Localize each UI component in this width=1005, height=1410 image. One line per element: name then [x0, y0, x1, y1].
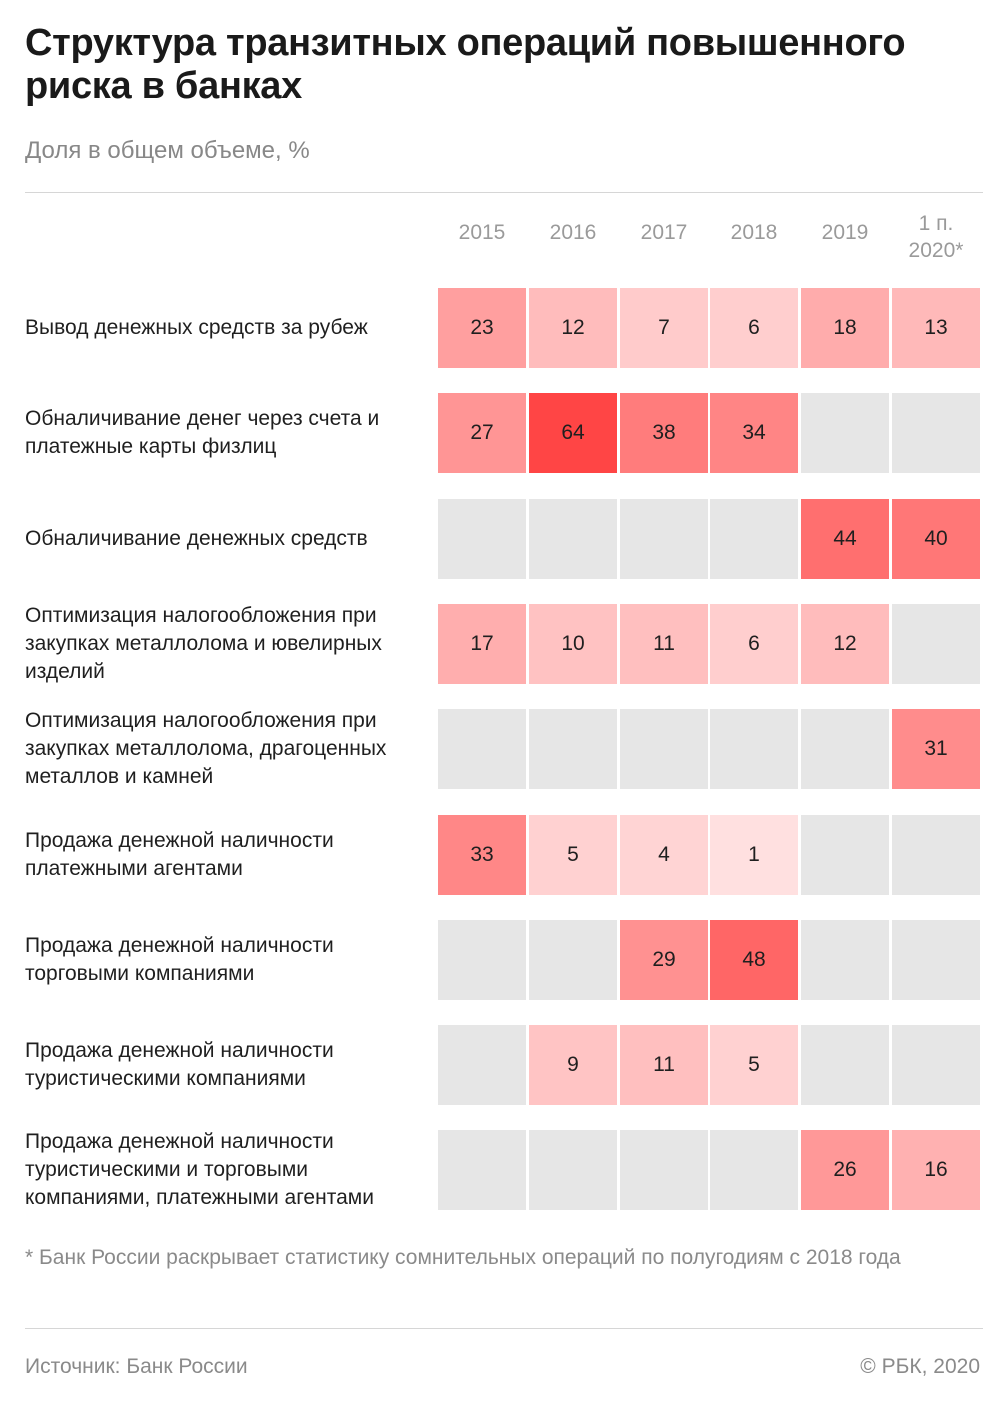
bottom-divider: [25, 1328, 983, 1329]
heatmap-cell: 12: [801, 604, 889, 684]
row-label: Обналичивание денежных средств: [25, 527, 368, 550]
heatmap-cell: 10: [529, 604, 617, 684]
copyright: © РБК, 2020: [860, 1355, 980, 1378]
heatmap-cell: [529, 499, 617, 579]
chart-subtitle: Доля в общем объеме, %: [25, 137, 310, 164]
row-label: Продажа денежной наличности платежными а…: [25, 829, 334, 880]
row-label: Вывод денежных средств за рубеж: [25, 316, 368, 339]
heatmap-cell: [438, 1025, 526, 1105]
column-header: 2018: [730, 221, 778, 244]
heatmap-cell: 48: [710, 920, 798, 1000]
row-label: Оптимизация налогообложения при закупках…: [25, 709, 387, 788]
heatmap-cell: 29: [620, 920, 708, 1000]
heatmap-cell: [892, 604, 980, 684]
heatmap-cell: 13: [892, 288, 980, 368]
heatmap-cell: 40: [892, 499, 980, 579]
heatmap-cell: 33: [438, 815, 526, 895]
heatmap-cell: [529, 709, 617, 789]
heatmap-cell: 44: [801, 499, 889, 579]
heatmap-cell: 11: [620, 604, 708, 684]
heatmap-cell: [801, 393, 889, 473]
heatmap-cell: 23: [438, 288, 526, 368]
heatmap-cell: 9: [529, 1025, 617, 1105]
heatmap-cell: [892, 815, 980, 895]
heatmap-cell: 27: [438, 393, 526, 473]
source-note: Источник: Банк России: [25, 1355, 248, 1378]
row-label: Продажа денежной наличности торговыми ко…: [25, 934, 334, 985]
heatmap-cell: 38: [620, 393, 708, 473]
heatmap-cell: [710, 709, 798, 789]
footnote: * Банк России раскрывает статистику сомн…: [25, 1246, 901, 1269]
heatmap-cell: [801, 1025, 889, 1105]
column-header: 1 п. 2020*: [908, 212, 964, 262]
heatmap-cell: [892, 393, 980, 473]
heatmap-cell: 17: [438, 604, 526, 684]
heatmap-cell: [801, 815, 889, 895]
heatmap-cell: 64: [529, 393, 617, 473]
column-header: 2017: [640, 221, 688, 244]
heatmap-cell: 6: [710, 604, 798, 684]
heatmap-cell: [438, 920, 526, 1000]
heatmap-cell: [892, 1025, 980, 1105]
heatmap-cell: 11: [620, 1025, 708, 1105]
heatmap-cell: 4: [620, 815, 708, 895]
heatmap-cell: 34: [710, 393, 798, 473]
heatmap-cell: 5: [710, 1025, 798, 1105]
row-label: Продажа денежной наличности туристически…: [25, 1039, 334, 1090]
heatmap-cell: [892, 920, 980, 1000]
row-label: Оптимизация налогообложения при закупках…: [25, 604, 382, 683]
heatmap-cell: 7: [620, 288, 708, 368]
heatmap-cell: [801, 920, 889, 1000]
heatmap-cell: [529, 920, 617, 1000]
heatmap-cell: 12: [529, 288, 617, 368]
heatmap-cell: 5: [529, 815, 617, 895]
heatmap-cell: [620, 1130, 708, 1210]
heatmap-cell: [438, 709, 526, 789]
heatmap-cell: [529, 1130, 617, 1210]
heatmap-cell: [438, 1130, 526, 1210]
heatmap-cell: 31: [892, 709, 980, 789]
heatmap-cell: 16: [892, 1130, 980, 1210]
column-header: 2016: [549, 221, 597, 244]
heatmap-cell: [620, 709, 708, 789]
heatmap-cell: 6: [710, 288, 798, 368]
heatmap-cell: [438, 499, 526, 579]
column-header: 2019: [821, 221, 869, 244]
top-divider: [25, 192, 983, 193]
heatmap-cell: 1: [710, 815, 798, 895]
column-header: 2015: [458, 221, 506, 244]
chart-title: Структура транзитных операций повышенног…: [25, 22, 906, 107]
heatmap-cell: [620, 499, 708, 579]
heatmap-cell: [710, 499, 798, 579]
heatmap-cell: [801, 709, 889, 789]
heatmap-cell: [710, 1130, 798, 1210]
row-label: Обналичивание денег через счета и платеж…: [25, 407, 380, 458]
heatmap-cell: 26: [801, 1130, 889, 1210]
row-label: Продажа денежной наличности туристически…: [25, 1130, 374, 1209]
heatmap-cell: 18: [801, 288, 889, 368]
